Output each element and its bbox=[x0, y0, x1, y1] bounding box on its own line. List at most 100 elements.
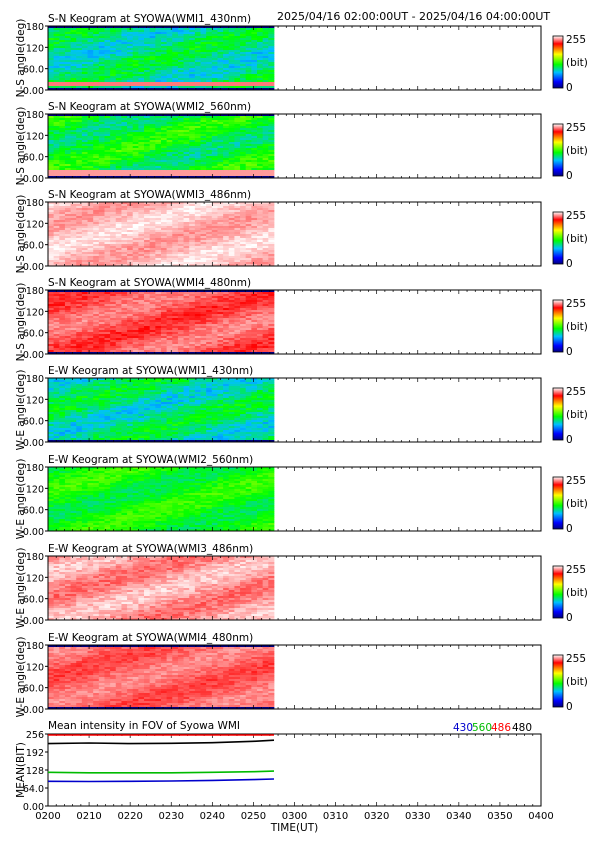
heatmap-cell bbox=[93, 296, 100, 299]
heatmap-cell bbox=[64, 296, 71, 299]
heatmap-cell bbox=[177, 226, 184, 229]
heatmap-cell bbox=[138, 142, 145, 145]
heatmap-cell bbox=[262, 258, 269, 261]
heatmap-cell bbox=[110, 78, 117, 81]
heatmap-cell bbox=[160, 46, 168, 49]
heatmap-cell bbox=[144, 344, 151, 347]
heatmap-cell bbox=[172, 216, 179, 219]
heatmap-cell bbox=[110, 298, 117, 301]
heatmap-cell bbox=[206, 40, 213, 43]
heatmap-cell bbox=[70, 214, 77, 217]
heatmap-cell bbox=[206, 262, 213, 265]
heatmap-cell bbox=[149, 234, 156, 237]
heatmap-cell bbox=[110, 66, 117, 69]
heatmap-cell bbox=[206, 154, 213, 157]
heatmap-cell bbox=[257, 150, 264, 153]
heatmap-cell bbox=[211, 88, 218, 91]
heatmap-cell bbox=[127, 166, 134, 169]
heatmap-cell bbox=[138, 346, 145, 349]
heatmap-cell bbox=[98, 162, 105, 165]
heatmap-cell bbox=[172, 136, 179, 139]
heatmap-cell bbox=[144, 130, 151, 133]
heatmap-cell bbox=[217, 160, 224, 163]
heatmap-cell bbox=[155, 176, 162, 179]
heatmap-cell bbox=[121, 222, 128, 225]
heatmap-cell bbox=[87, 232, 94, 235]
heatmap-cell bbox=[87, 206, 94, 209]
heatmap-cell bbox=[48, 134, 55, 137]
heatmap-cell bbox=[138, 342, 145, 345]
heatmap-cell bbox=[138, 56, 145, 59]
heatmap-cell bbox=[206, 136, 213, 139]
heatmap-cell bbox=[211, 122, 218, 125]
heatmap-cell bbox=[155, 30, 162, 33]
heatmap-cell bbox=[160, 56, 168, 59]
heatmap-cell bbox=[177, 260, 184, 263]
heatmap-cell bbox=[240, 130, 247, 133]
heatmap-cell bbox=[70, 170, 77, 173]
heatmap-cell bbox=[110, 330, 117, 333]
heatmap-cell bbox=[59, 34, 66, 37]
heatmap-cell bbox=[98, 310, 105, 313]
heatmap-cell bbox=[149, 240, 156, 243]
heatmap-cell bbox=[121, 340, 128, 343]
heatmap-cell bbox=[127, 76, 134, 79]
heatmap-cell bbox=[149, 68, 156, 71]
heatmap-cell bbox=[76, 342, 83, 345]
heatmap-cell bbox=[194, 210, 201, 213]
heatmap-cell bbox=[98, 214, 105, 217]
heatmap-cell bbox=[104, 146, 111, 149]
heatmap-cell bbox=[160, 174, 168, 177]
heatmap-cell bbox=[262, 156, 269, 159]
heatmap-cell bbox=[268, 34, 275, 37]
heatmap-cell bbox=[70, 66, 77, 69]
heatmap-cell bbox=[110, 256, 117, 259]
heatmap-cell bbox=[234, 214, 241, 217]
heatmap-cell bbox=[206, 238, 213, 241]
heatmap-cell bbox=[115, 252, 122, 255]
heatmap-cell bbox=[160, 26, 168, 29]
heatmap-cell bbox=[245, 78, 252, 81]
heatmap-cell bbox=[93, 224, 100, 227]
heatmap-cell bbox=[115, 88, 122, 91]
heatmap-cell bbox=[115, 158, 122, 161]
heatmap-cell bbox=[132, 158, 139, 161]
heatmap-cell bbox=[121, 114, 128, 117]
heatmap-cell bbox=[268, 264, 275, 267]
heatmap-cell bbox=[76, 214, 83, 217]
heatmap-cell bbox=[53, 172, 60, 175]
heatmap-cell bbox=[115, 244, 122, 247]
heatmap-cell bbox=[115, 216, 122, 219]
heatmap-cell bbox=[127, 252, 134, 255]
heatmap-cell bbox=[149, 320, 156, 323]
heatmap-cell bbox=[189, 156, 196, 159]
heatmap-cell bbox=[81, 80, 88, 83]
heatmap-cell bbox=[59, 212, 66, 215]
heatmap-cell bbox=[234, 118, 241, 121]
heatmap-cell bbox=[93, 330, 100, 333]
heatmap-cell bbox=[104, 322, 111, 325]
heatmap-cell bbox=[64, 38, 71, 41]
heatmap-cell bbox=[172, 176, 179, 179]
heatmap-cell bbox=[115, 254, 122, 257]
heatmap-cell bbox=[194, 154, 201, 157]
heatmap-cell bbox=[98, 300, 105, 303]
heatmap-cell bbox=[183, 218, 190, 221]
heatmap-cell bbox=[87, 68, 94, 71]
heatmap-cell bbox=[93, 202, 100, 205]
heatmap-cell bbox=[234, 126, 241, 129]
heatmap-cell bbox=[138, 324, 145, 327]
heatmap-cell bbox=[64, 72, 71, 75]
colorbar-max-label: 255 bbox=[566, 34, 586, 46]
heatmap-cell bbox=[172, 52, 179, 55]
heatmap-cell bbox=[177, 212, 184, 215]
heatmap-cell bbox=[76, 122, 83, 125]
heatmap-cell bbox=[166, 250, 173, 253]
heatmap-cell bbox=[127, 348, 134, 351]
heatmap-cell bbox=[155, 148, 162, 151]
heatmap-cell bbox=[166, 114, 173, 117]
heatmap-cell bbox=[200, 140, 207, 143]
heatmap-cell bbox=[121, 32, 128, 35]
heatmap-cell bbox=[138, 80, 145, 83]
heatmap-cell bbox=[189, 204, 196, 207]
